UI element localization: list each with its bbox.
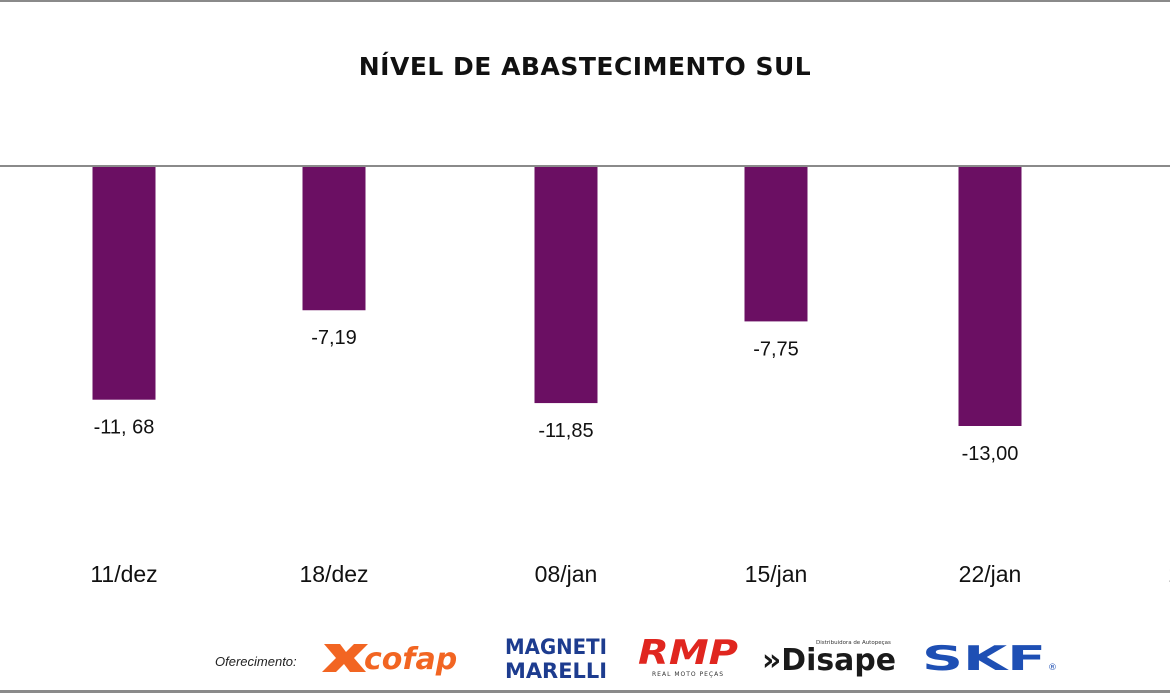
tick-label-1: 11/dez [90,561,157,587]
data-label-5: -13,00 [962,443,1019,465]
bar-chart: -11, 68 -7,19 -11,85 -7,75 -13,00 11/dez 18/d… [0,165,1170,587]
chart-title: NÍVEL DE ABASTECIMENTO SUL [358,52,812,81]
skf-logo-mark: ® [1048,663,1057,673]
tick-label-6: 2 [1169,561,1170,587]
tick-label-2: 18/dez [299,561,368,587]
data-label-1: -11, 68 [94,417,155,439]
disape-logo-text: »Disape [762,643,896,678]
data-label-4: -7,75 [753,338,799,360]
magneti-marelli-logo-top: MAGNETI [505,635,607,659]
bar-4 [744,167,808,322]
data-label-2: -7,19 [311,327,357,349]
rmp-logo-text: RMP [638,633,738,673]
tick-label-4: 15/jan [745,561,808,587]
frame-top-border [0,0,1170,2]
skf-logo-text: SKF [922,639,1046,679]
bar-2 [302,167,366,311]
bar-1 [92,167,156,400]
bar-3 [534,167,598,404]
data-label-3: -11,85 [538,420,593,442]
rmp-logo-subtext: REAL MOTO PEÇAS [652,671,724,678]
tick-label-5: 22/jan [959,561,1022,587]
skf-logo: SKF ® [922,639,1057,679]
tick-label-3: 08/jan [535,561,598,587]
magneti-marelli-logo-bottom: MARELLI [505,659,607,680]
magneti-marelli-logo: MAGNETI MARELLI [505,635,607,680]
disape-logo-subtext: Distribuidora de Autopeças [816,640,891,646]
cofap-logo: cofap [322,642,457,677]
cofap-logo-text: cofap [364,642,457,677]
bar-5 [958,167,1022,426]
rmp-logo: RMP REAL MOTO PEÇAS [638,633,738,678]
frame-bottom-border [0,690,1170,693]
sponsor-label: Oferecimento: [215,654,297,669]
disape-logo: Distribuidora de Autopeças »Disape [762,640,896,678]
